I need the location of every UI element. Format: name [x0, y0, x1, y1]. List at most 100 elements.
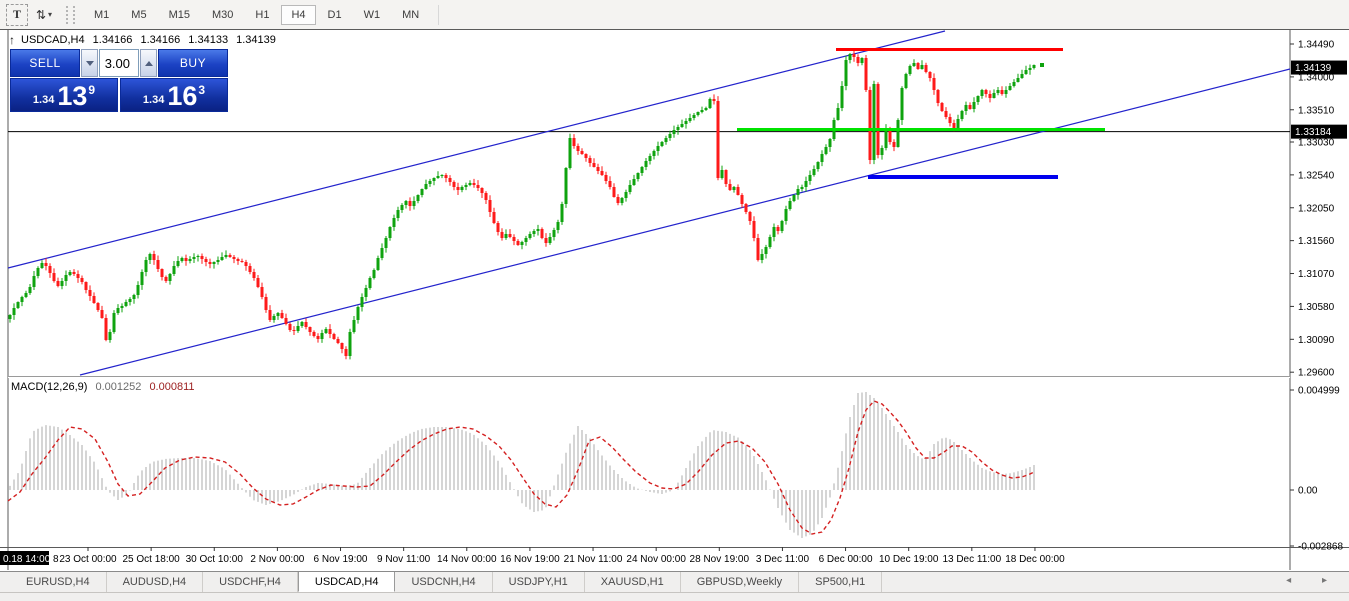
chart-canvas[interactable]: 1.34490 1.34000 1.33510 1.33030 1.32540 1.320… — [0, 29, 1349, 571]
svg-text:1.31070: 1.31070 — [1298, 269, 1335, 280]
svg-text:10 Dec 19:00: 10 Dec 19:00 — [879, 554, 939, 565]
svg-text:1.32050: 1.32050 — [1298, 203, 1335, 214]
macd-indicator-label: MACD(12,26,9) 0.001252 0.000811 — [11, 381, 195, 393]
svg-text:0.00: 0.00 — [1298, 486, 1318, 497]
svg-text:1.32540: 1.32540 — [1298, 170, 1335, 181]
tab-scroll-right-button[interactable]: ▸ — [1321, 575, 1341, 586]
buy-price-point: 3 — [198, 83, 206, 97]
chart-tab-gbpusd-weekly[interactable]: GBPUSD,Weekly — [681, 572, 800, 592]
ohlc-low: 1.34133 — [188, 34, 229, 46]
current-price-tag — [1291, 60, 1347, 75]
triangle-up-icon — [144, 60, 153, 66]
price-pointer-icon: ↑ — [9, 33, 15, 47]
price-axis: 1.34490 1.34000 1.33510 1.33030 1.32540 1.320… — [1290, 40, 1347, 553]
svg-text:25 Oct 18:00: 25 Oct 18:00 — [122, 554, 180, 565]
macd-pane — [7, 392, 1035, 538]
svg-text:1.34000: 1.34000 — [1298, 72, 1335, 83]
channel-lower-trendline — [79, 68, 1291, 376]
volume-increase-button[interactable] — [140, 49, 157, 77]
svg-text:1.29600: 1.29600 — [1298, 368, 1335, 379]
one-click-trading-panel: SELL 3.00 BUY 1.34 13 9 1.34 16 3 — [10, 49, 228, 112]
svg-text:21 Nov 11:00: 21 Nov 11:00 — [564, 554, 623, 565]
candles — [8, 50, 1036, 360]
chart-tab-sp500-h1[interactable]: SP500,H1 — [799, 572, 883, 592]
time-axis: 23 Oct 00:00 25 Oct 18:00 30 Oct 10:00 2 No… — [0, 547, 1065, 565]
double-arrow-icon: ⇅ — [35, 7, 47, 22]
svg-text:1.33030: 1.33030 — [1298, 137, 1335, 148]
channel-upper-trendline — [7, 30, 946, 269]
top-toolbar: T ⇅ ▾ M1 M5 M15 M30 H1 H4 D1 W1 MN — [0, 0, 1349, 30]
svg-text:1.30090: 1.30090 — [1298, 335, 1335, 346]
timeframe-toolbar: M1 M5 M15 M30 H1 H4 D1 W1 MN — [83, 0, 430, 29]
svg-text:0.18 14:00: 0.18 14:00 — [3, 554, 51, 565]
svg-text:8: 8 — [53, 554, 59, 565]
tab-scroll-left-button[interactable]: ◂ — [1286, 575, 1306, 586]
svg-text:28 Nov 19:00: 28 Nov 19:00 — [690, 554, 750, 565]
chart-tab-xauusd-h1[interactable]: XAUUSD,H1 — [585, 572, 681, 592]
ohlc-close: 1.34139 — [236, 34, 276, 46]
toolbar-grip-handle[interactable] — [66, 5, 75, 24]
svg-text:1.30580: 1.30580 — [1298, 302, 1335, 313]
status-strip — [0, 592, 1349, 601]
symbol-period-label: USDCAD,H4 — [21, 34, 85, 46]
timeframe-button-h4[interactable]: H4 — [281, 4, 316, 25]
buy-price-pips: 16 — [167, 81, 198, 111]
svg-text:1.34139: 1.34139 — [1295, 63, 1332, 74]
chart-tab-usdchf-h4[interactable]: USDCHF,H4 — [203, 572, 298, 592]
svg-text:1.31560: 1.31560 — [1298, 236, 1335, 247]
macd-signal-line — [7, 400, 1035, 535]
timeframe-button-m30[interactable]: M30 — [211, 8, 234, 21]
chart-title-row: ↑ USDCAD,H4 1.34166 1.34166 1.34133 1.34… — [9, 33, 281, 47]
volume-input[interactable]: 3.00 — [99, 49, 139, 77]
timeframe-button-m1[interactable]: M1 — [94, 8, 110, 21]
timeframe-button-d1[interactable]: D1 — [327, 8, 342, 21]
chart-tab-usdjpy-h1[interactable]: USDJPY,H1 — [493, 572, 585, 592]
svg-text:6 Nov 19:00: 6 Nov 19:00 — [314, 554, 368, 565]
svg-text:3 Dec 11:00: 3 Dec 11:00 — [756, 554, 810, 565]
svg-text:0.004999: 0.004999 — [1298, 386, 1340, 397]
svg-text:1.33510: 1.33510 — [1298, 105, 1335, 116]
chart-tab-usdcad-h4[interactable]: USDCAD,H4 — [297, 572, 396, 592]
macd-main-value: 0.001252 — [95, 381, 142, 393]
svg-text:1.34490: 1.34490 — [1298, 40, 1335, 51]
chart-tab-audusd-h4[interactable]: AUDUSD,H4 — [107, 572, 204, 592]
buy-button[interactable]: BUY — [158, 49, 228, 77]
cursor-shift-tool-button[interactable]: ⇅ ▾ — [34, 5, 54, 25]
svg-text:30 Oct 10:00: 30 Oct 10:00 — [186, 554, 244, 565]
chart-svg: 1.34490 1.34000 1.33510 1.33030 1.32540 1.320… — [0, 29, 1349, 570]
timeframe-button-w1[interactable]: W1 — [363, 8, 381, 21]
buy-price-button[interactable]: 1.34 16 3 — [120, 78, 228, 112]
tab-scroll-buttons: ◂ ▸ — [1286, 575, 1341, 586]
sell-price-button[interactable]: 1.34 13 9 — [10, 78, 118, 112]
macd-name: MACD(12,26,9) — [11, 381, 88, 393]
svg-text:9 Nov 11:00: 9 Nov 11:00 — [377, 554, 431, 565]
chart-title: USDCAD,H4 1.34166 1.34166 1.34133 1.3413… — [21, 34, 281, 46]
macd-signal-value: 0.000811 — [149, 381, 195, 393]
chart-tab-usdcnh-h4[interactable]: USDCNH,H4 — [395, 572, 493, 592]
svg-text:16 Nov 19:00: 16 Nov 19:00 — [500, 554, 560, 565]
selected-time-tag — [0, 551, 49, 565]
last-close-marker — [1040, 63, 1044, 67]
sell-button[interactable]: SELL — [10, 49, 80, 77]
timeframe-button-h1[interactable]: H1 — [255, 8, 270, 21]
triangle-down-icon — [85, 60, 94, 66]
svg-text:18 Dec 00:00: 18 Dec 00:00 — [1005, 554, 1065, 565]
volume-decrease-button[interactable] — [81, 49, 98, 77]
buy-price-base: 1.34 — [142, 94, 165, 106]
timeframe-button-m5[interactable]: M5 — [131, 8, 147, 21]
sell-price-base: 1.34 — [32, 94, 55, 106]
chart-tab-eurusd-h4[interactable]: EURUSD,H4 — [10, 572, 107, 592]
svg-text:6 Dec 00:00: 6 Dec 00:00 — [819, 554, 873, 565]
sell-price-point: 9 — [88, 83, 96, 97]
svg-text:24 Nov 00:00: 24 Nov 00:00 — [626, 554, 686, 565]
timeframe-button-mn[interactable]: MN — [402, 8, 420, 21]
ohlc-high: 1.34166 — [140, 34, 181, 46]
toolbar-separator — [438, 4, 440, 25]
text-tool-button[interactable]: T — [6, 3, 28, 26]
timeframe-button-m15[interactable]: M15 — [168, 8, 190, 21]
chevron-down-icon: ▾ — [48, 10, 53, 19]
chart-tab-bar: EURUSD,H4 AUDUSD,H4 USDCHF,H4 USDCAD,H4 USDC… — [0, 571, 1349, 592]
svg-text:1.33184: 1.33184 — [1295, 127, 1332, 138]
svg-text:2 Nov 00:00: 2 Nov 00:00 — [250, 554, 304, 565]
svg-text:13 Dec 11:00: 13 Dec 11:00 — [942, 554, 1001, 565]
